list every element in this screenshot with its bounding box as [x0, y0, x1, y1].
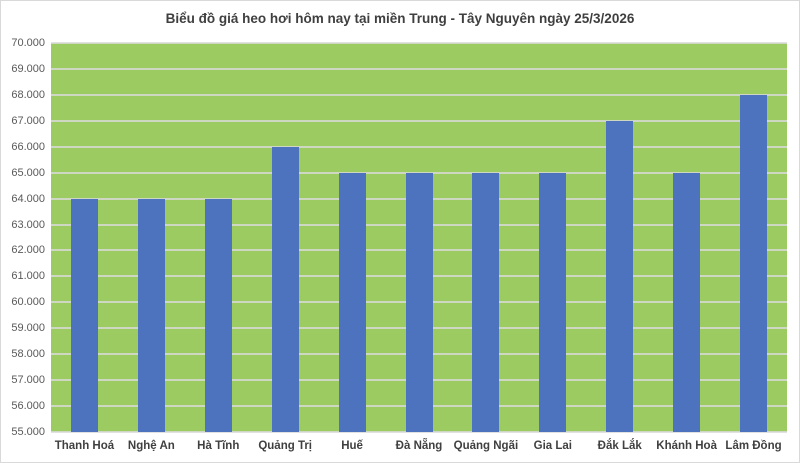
bar-ha-tinh — [204, 198, 232, 432]
y-tick-label: 57.000 — [11, 374, 45, 387]
bar-gia-lai — [539, 172, 567, 432]
bar-da-nang — [405, 172, 433, 432]
y-tick-label: 68.000 — [11, 88, 45, 101]
x-tick-label: Huế — [341, 440, 363, 452]
gridline — [51, 93, 787, 96]
gridline — [51, 171, 787, 174]
y-tick-label: 65.000 — [11, 166, 45, 179]
bar-thanh-hoa — [70, 198, 98, 432]
y-tick-label: 55.000 — [11, 426, 45, 438]
x-tick-label: Quảng Ngãi — [453, 440, 519, 452]
gridline — [51, 67, 787, 70]
bar-khanh-hoa — [673, 172, 701, 432]
bar-hue — [338, 172, 366, 432]
y-tick-label: 63.000 — [11, 218, 45, 231]
bar-quang-ngai — [472, 172, 500, 432]
x-tick-label: Lâm Đồng — [725, 440, 782, 452]
x-tick-label: Nghệ An — [127, 440, 175, 452]
bar-dak-lak — [606, 120, 634, 432]
y-tick-label: 66.000 — [11, 140, 45, 153]
y-tick-label: 58.000 — [11, 348, 45, 361]
y-tick-label: 61.000 — [11, 270, 45, 283]
bar-nghe-an — [137, 198, 165, 432]
x-tick-label: Hà Tĩnh — [197, 440, 240, 452]
gridline — [51, 42, 787, 44]
bar-quang-tri — [271, 146, 299, 432]
y-tick-label: 62.000 — [11, 244, 45, 257]
y-tick-label: 56.000 — [11, 400, 45, 413]
y-tick-label: 70.000 — [11, 37, 45, 49]
x-tick-label: Gia Lai — [533, 440, 572, 452]
y-tick-label: 69.000 — [11, 62, 45, 75]
gridline — [51, 431, 787, 433]
y-tick-label: 59.000 — [11, 322, 45, 335]
x-tick-label: Đắk Lắk — [597, 440, 642, 452]
y-tick-label: 67.000 — [11, 114, 45, 127]
plot-area — [51, 42, 787, 433]
x-tick-label: Quảng Trị — [258, 440, 313, 452]
x-axis-labels: Thanh Hoá Nghệ An Hà Tĩnh Quảng Trị Huế Đà Nẵ… — [51, 438, 787, 458]
gridline — [51, 119, 787, 122]
y-tick-label: 60.000 — [11, 296, 45, 309]
x-tick-label: Thanh Hoá — [54, 440, 115, 452]
gridline — [51, 145, 787, 148]
y-axis-labels: 70.000 69.000 68.000 67.000 66.000 65.000 64.0… — [1, 37, 45, 438]
chart-title: Biểu đồ giá heo hơi hôm nay tại miền Tru… — [165, 11, 635, 26]
x-tick-label: Đà Nẵng — [395, 440, 443, 452]
y-tick-label: 64.000 — [11, 192, 45, 205]
x-tick-label: Khánh Hoà — [656, 440, 717, 452]
bar-lam-dong — [740, 94, 768, 432]
